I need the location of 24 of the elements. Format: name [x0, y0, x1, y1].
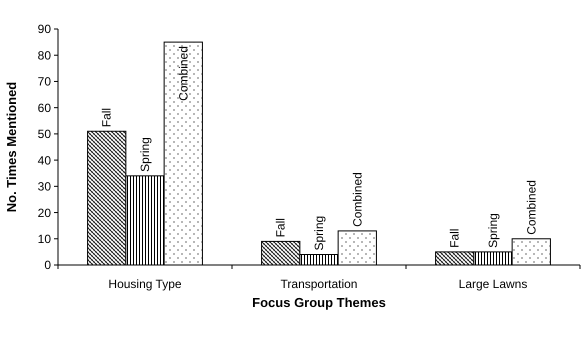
y-tick-label: 0: [44, 258, 52, 272]
text: Fall: [100, 108, 114, 128]
y-tick-label: 30: [38, 180, 52, 194]
x-axis-title: Focus Group Themes: [252, 295, 386, 310]
y-tick-label: 70: [38, 74, 52, 89]
y-tick-label: 40: [38, 153, 52, 168]
series-label: Combined: [176, 46, 190, 101]
text: Combined: [350, 172, 364, 227]
y-tick-label: 10: [38, 232, 52, 246]
x-tick-label: Large Lawns: [458, 277, 528, 291]
y-tick-label: 90: [38, 22, 52, 36]
y-axis-title: No. Times Mentioned: [4, 82, 19, 212]
text: Spring: [486, 213, 500, 248]
y-tick-label: 60: [38, 100, 52, 115]
y-tick-label: 20: [38, 206, 52, 220]
y-tick-label: 80: [38, 48, 52, 62]
text: Fall: [448, 228, 462, 248]
x-tick-label: Housing Type: [108, 277, 182, 291]
x-tick-label: Transportation: [280, 277, 358, 291]
text: Spring: [312, 216, 326, 251]
y-tick-label: 50: [38, 127, 52, 142]
text: Fall: [274, 218, 288, 238]
text: Combined: [524, 180, 538, 235]
text: Spring: [138, 137, 152, 172]
